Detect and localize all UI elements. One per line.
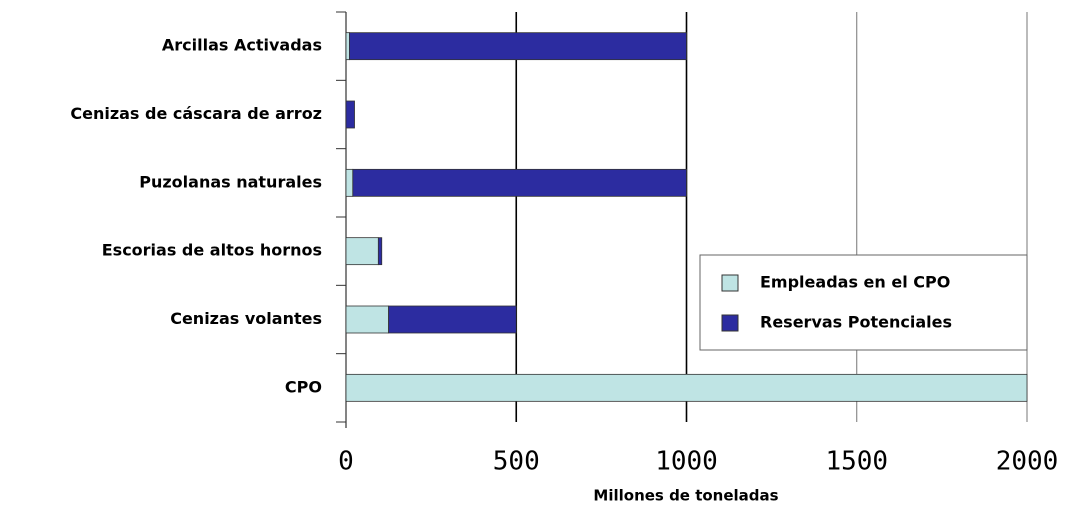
bar xyxy=(345,373,1028,402)
legend-label: Empleadas en el CPO xyxy=(760,273,950,292)
x-tick-label: 0 xyxy=(338,447,354,477)
legend-box xyxy=(699,254,1028,351)
legend-label: Reservas Potenciales xyxy=(760,313,952,332)
bar xyxy=(388,305,517,334)
bar xyxy=(345,168,354,197)
bar xyxy=(377,237,383,266)
y-tick-label: Arcillas Activadas xyxy=(162,36,322,55)
x-tick-label: 500 xyxy=(493,447,540,477)
y-tick-label: Cenizas de cáscara de arroz xyxy=(70,104,322,123)
x-tick-label: 1500 xyxy=(825,447,888,477)
x-tick-label: 2000 xyxy=(996,447,1059,477)
y-tick-label: Cenizas volantes xyxy=(170,309,322,328)
bar xyxy=(345,237,379,266)
x-tick-label: 1000 xyxy=(655,447,718,477)
legend-swatch xyxy=(721,314,739,332)
legend-swatch xyxy=(721,274,739,292)
bar xyxy=(352,168,687,197)
bar xyxy=(349,32,687,61)
bar xyxy=(345,100,355,129)
x-axis-label: Millones de toneladas xyxy=(593,487,778,505)
bar xyxy=(345,305,389,334)
bar xyxy=(345,32,350,61)
y-tick-label: CPO xyxy=(285,377,322,396)
y-tick-label: Puzolanas naturales xyxy=(139,172,322,191)
y-tick-label: Escorias de altos hornos xyxy=(102,241,322,260)
